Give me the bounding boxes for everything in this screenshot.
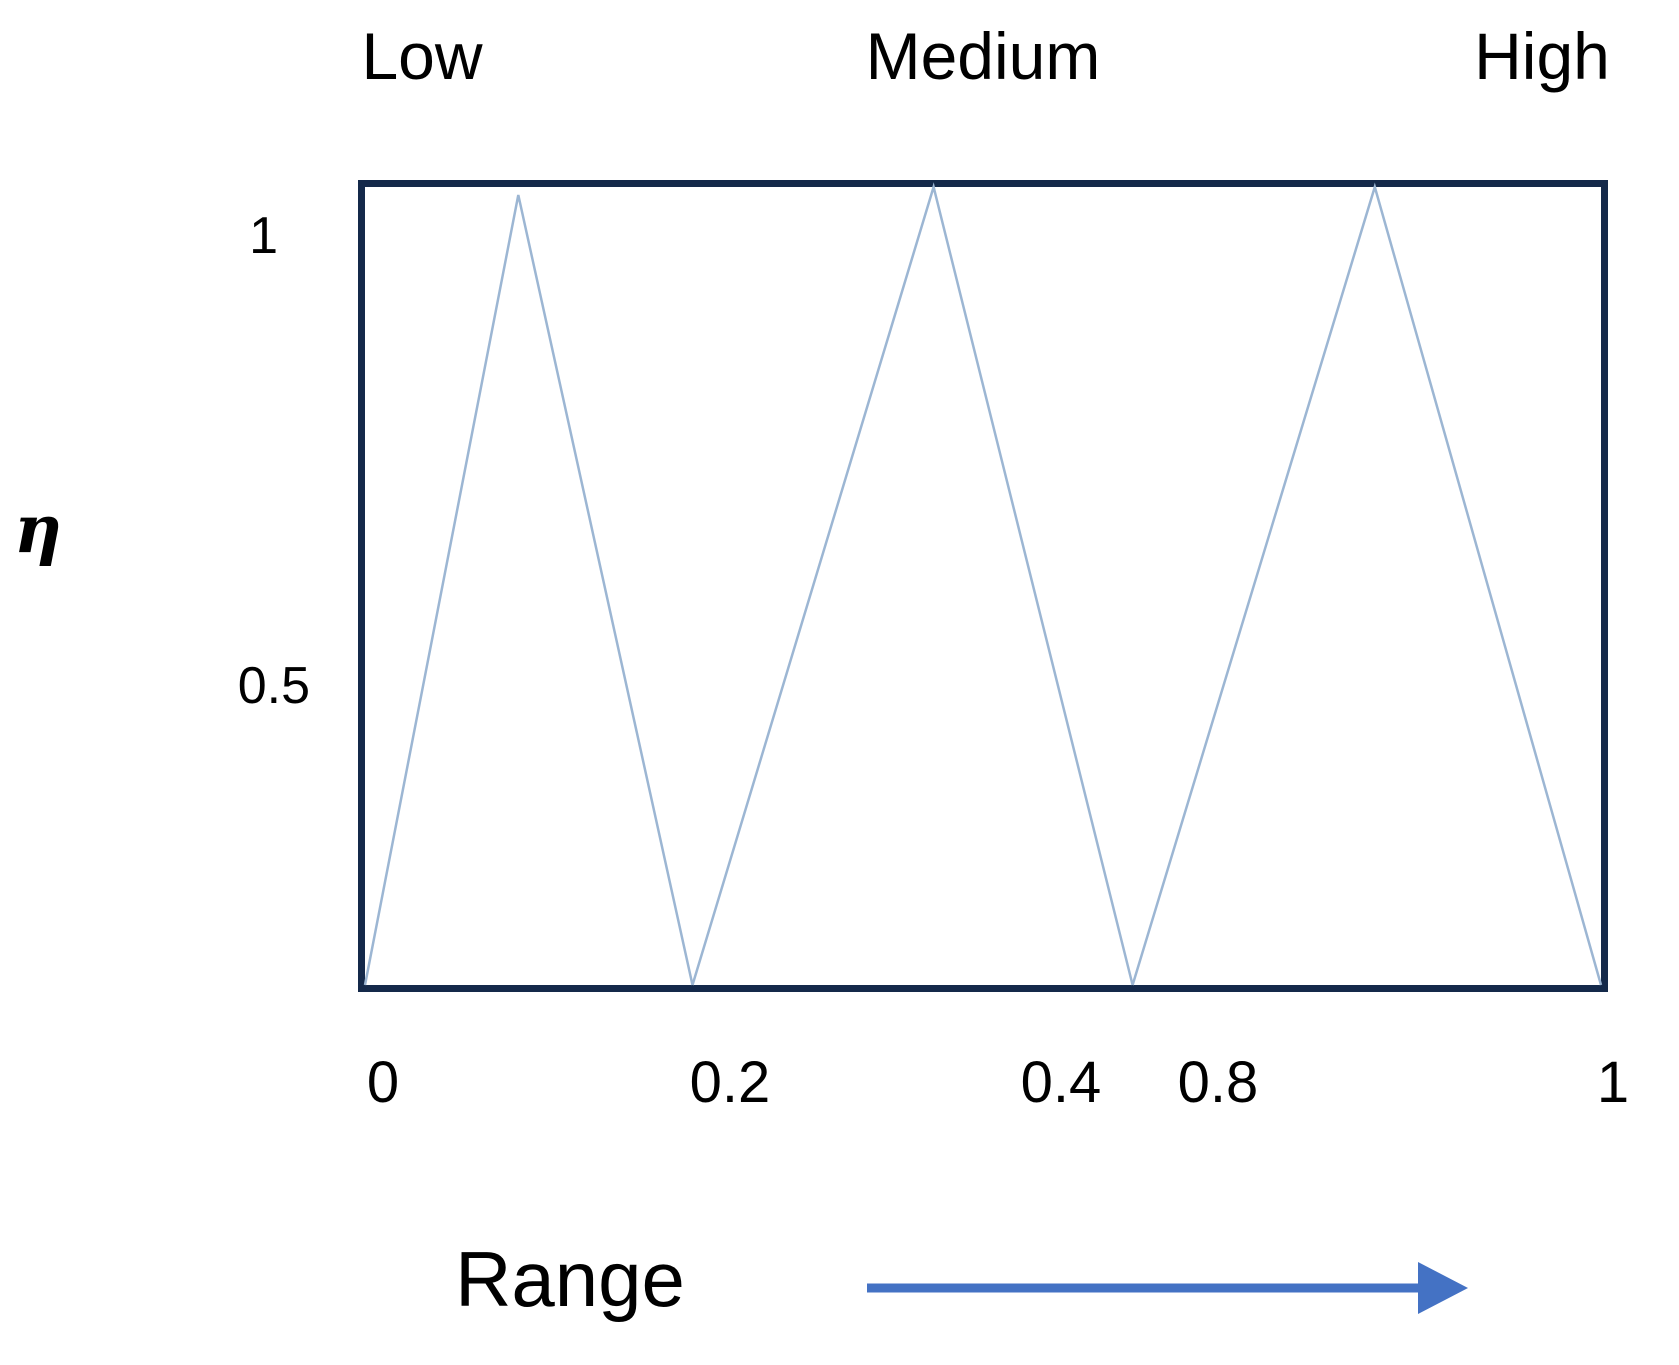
region-label-medium: Medium	[865, 19, 1101, 93]
plot-area-box	[358, 180, 1608, 992]
x-tick-0-2: 0.2	[689, 1050, 771, 1115]
x-tick-0: 0	[366, 1050, 400, 1115]
y-axis-label-eta: η	[14, 490, 62, 568]
y-tick-0-5: 0.5	[237, 657, 310, 715]
membership-curve-medium	[691, 182, 1134, 986]
y-tick-1: 1	[249, 207, 278, 265]
arrow-head	[1418, 1262, 1468, 1314]
x-tick-0-8: 0.8	[1177, 1050, 1259, 1115]
membership-curve-high	[1131, 182, 1603, 986]
membership-curves-group	[363, 182, 1603, 986]
range-direction-arrow-icon	[867, 1262, 1468, 1314]
membership-curve-low	[363, 194, 694, 986]
membership-curves-plot	[363, 182, 1603, 986]
x-tick-1: 1	[1596, 1050, 1630, 1115]
x-tick-0-4: 0.4	[1020, 1050, 1102, 1115]
x-axis-label-range: Range	[455, 1235, 685, 1323]
region-label-low: Low	[361, 19, 483, 93]
region-label-high: High	[1474, 19, 1610, 93]
